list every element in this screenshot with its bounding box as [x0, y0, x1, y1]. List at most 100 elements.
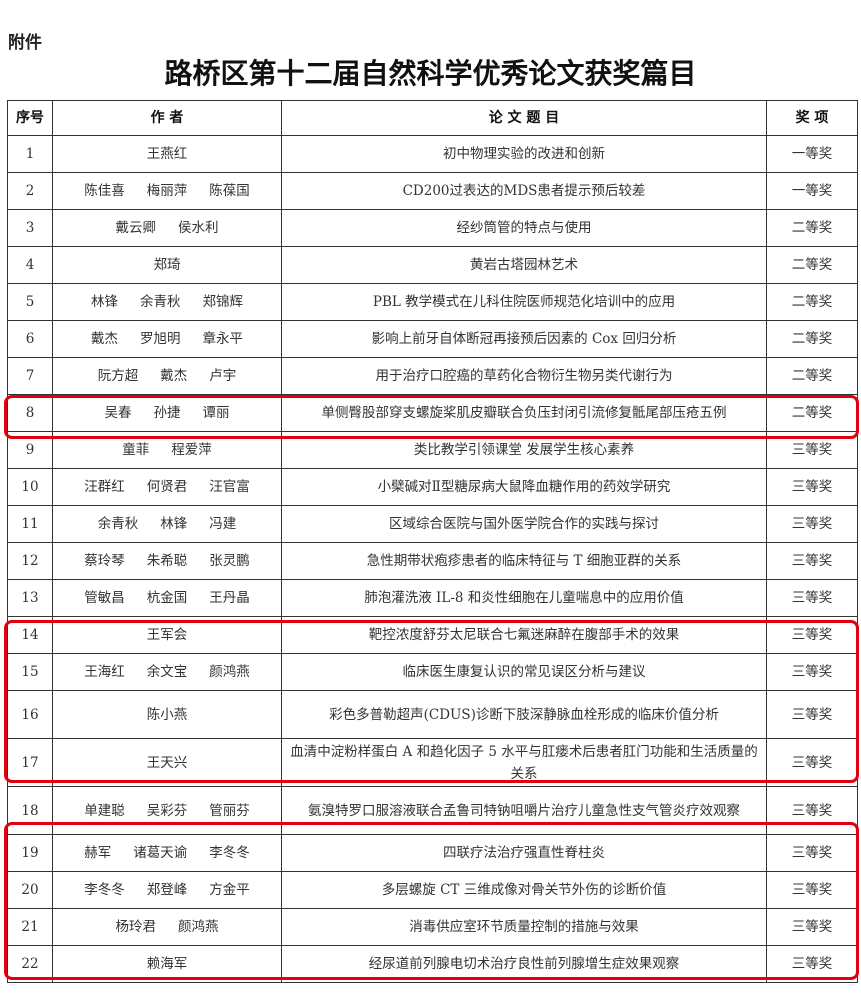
row-award: 三等奖 — [766, 908, 858, 946]
row-authors: 赫军 诸葛天谕 李冬冬 — [52, 834, 282, 872]
author-name: 罗旭明 — [140, 331, 181, 347]
row-number: 1 — [7, 135, 53, 173]
author-name: 梅丽萍 — [146, 183, 188, 199]
author-name: 王燕红 — [146, 146, 188, 162]
row-paper-title: 类比教学引领课堂 发展学生核心素养 — [281, 431, 767, 469]
row-award: 一等奖 — [766, 135, 858, 173]
table-row: 13 管敏昌 杭金国 王丹晶 肺泡灌洗液 IL-8 和炎性细胞在儿童喘息中的应用价值 三等… — [7, 579, 858, 617]
row-authors: 单建聪 吴彩芬 管丽芬 — [52, 786, 282, 835]
row-authors: 戴杰 罗旭明 章永平 — [52, 320, 282, 358]
author-name: 管丽芬 — [209, 802, 250, 819]
header-paper: 论 文 题 目 — [281, 100, 767, 136]
row-number: 15 — [7, 653, 53, 691]
author-name: 戴杰 — [91, 331, 118, 347]
author-name: 诸葛天谕 — [133, 845, 188, 861]
row-paper-title: 区域综合医院与国外医学院合作的实践与探讨 — [281, 505, 767, 543]
row-paper-title: 四联疗法治疗强直性脊柱炎 — [281, 834, 767, 872]
attachment-label: 附件 — [8, 33, 42, 53]
author-name: 孙捷 — [153, 405, 181, 421]
author-name: 汪官富 — [209, 479, 250, 495]
author-name: 王天兴 — [146, 754, 188, 771]
row-award: 三等奖 — [766, 431, 858, 469]
row-paper-title: 肺泡灌洗液 IL-8 和炎性细胞在儿童喘息中的应用价值 — [281, 579, 767, 617]
table-row: 16 陈小燕 彩色多普勒超声(CDUS)诊断下肢深静脉血栓形成的临床价值分析 三等奖 — [7, 690, 858, 739]
row-award: 三等奖 — [766, 945, 858, 983]
row-number: 2 — [7, 172, 53, 210]
row-paper-title: 经尿道前列腺电切术治疗良性前列腺增生症效果观察 — [281, 945, 767, 983]
author-name: 王丹晶 — [209, 590, 250, 606]
author-name: 林锋 — [91, 294, 118, 310]
author-name: 汪群红 — [84, 479, 125, 495]
row-award: 二等奖 — [766, 394, 858, 432]
row-number: 6 — [7, 320, 53, 358]
author-name: 侯水利 — [178, 220, 219, 236]
row-number: 9 — [7, 431, 53, 469]
row-authors: 蔡玲琴 朱希聪 张灵鹏 — [52, 542, 282, 580]
table-row: 11 余青秋 林锋 冯建 区域综合医院与国外医学院合作的实践与探讨 三等奖 — [7, 505, 858, 543]
row-award: 三等奖 — [766, 834, 858, 872]
author-name: 王海红 — [84, 664, 125, 680]
row-number: 19 — [7, 834, 53, 872]
table-row: 9 童菲 程爱萍 类比教学引领课堂 发展学生核心素养 三等奖 — [7, 431, 858, 469]
author-name: 赖海军 — [146, 956, 188, 972]
row-authors: 戴云卿 侯水利 — [52, 209, 282, 247]
row-authors: 吴春 孙捷 谭丽 — [52, 394, 282, 432]
row-paper-title: 多层螺旋 CT 三维成像对骨关节外伤的诊断价值 — [281, 871, 767, 909]
row-number: 20 — [7, 871, 53, 909]
table-row: 3 戴云卿 侯水利 经纱筒管的特点与使用 二等奖 — [7, 209, 858, 247]
header-authors: 作 者 — [52, 100, 282, 136]
table-row: 12 蔡玲琴 朱希聪 张灵鹏 急性期带状疱疹患者的临床特征与 T 细胞亚群的关系 三等奖 — [7, 542, 858, 580]
author-name: 单建聪 — [84, 802, 125, 819]
row-paper-title: 黄岩古塔园林艺术 — [281, 246, 767, 284]
row-authors: 王军会 — [52, 616, 282, 654]
table-header: 序号 作 者 论 文 题 目 奖 项 — [7, 100, 858, 136]
table-row: 1 王燕红 初中物理实验的改进和创新 一等奖 — [7, 135, 858, 173]
table-row: 17 王天兴 血清中淀粉样蛋白 A 和趋化因子 5 水平与肛瘘术后患者肛门功能和生活… — [7, 738, 858, 787]
row-award: 二等奖 — [766, 320, 858, 358]
author-name: 余青秋 — [97, 516, 139, 532]
author-name: 郑登峰 — [146, 882, 188, 898]
author-name: 陈佳喜 — [84, 183, 125, 199]
row-paper-title: 靶控浓度舒芬太尼联合七氟迷麻醉在腹部手术的效果 — [281, 616, 767, 654]
row-award: 三等奖 — [766, 653, 858, 691]
row-award: 二等奖 — [766, 246, 858, 284]
row-paper-title: 彩色多普勒超声(CDUS)诊断下肢深静脉血栓形成的临床价值分析 — [281, 690, 767, 739]
author-name: 阮方超 — [97, 368, 139, 384]
table-row: 14 王军会 靶控浓度舒芬太尼联合七氟迷麻醉在腹部手术的效果 三等奖 — [7, 616, 858, 654]
row-number: 13 — [7, 579, 53, 617]
table-row: 21 杨玲君 颜鸿燕 消毒供应室环节质量控制的措施与效果 三等奖 — [7, 908, 858, 946]
row-paper-title: 经纱筒管的特点与使用 — [281, 209, 767, 247]
row-number: 4 — [7, 246, 53, 284]
row-paper-title: 初中物理实验的改进和创新 — [281, 135, 767, 173]
author-name: 颜鸿燕 — [209, 664, 250, 680]
author-name: 戴云卿 — [115, 220, 157, 236]
row-award: 三等奖 — [766, 871, 858, 909]
row-award: 三等奖 — [766, 505, 858, 543]
row-number: 21 — [7, 908, 53, 946]
author-name: 冯建 — [209, 516, 237, 532]
table-row: 4 郑琦 黄岩古塔园林艺术 二等奖 — [7, 246, 858, 284]
author-name: 郑锦辉 — [202, 294, 244, 310]
table-row: 8 吴春 孙捷 谭丽 单侧臀股部穿支螺旋桨肌皮瓣联合负压封闭引流修复骶尾部压疮五例 二等奖 — [7, 394, 858, 432]
table-row: 15 王海红 余文宝 颜鸿燕 临床医生康复认识的常见误区分析与建议 三等奖 — [7, 653, 858, 691]
row-award: 三等奖 — [766, 690, 858, 739]
row-award: 三等奖 — [766, 786, 858, 835]
table-row: 18 单建聪 吴彩芬 管丽芬 氨溴特罗口服溶液联合孟鲁司特钠咀嚼片治疗儿童急性支气管炎疗… — [7, 786, 858, 835]
row-award: 二等奖 — [766, 209, 858, 247]
row-authors: 王海红 余文宝 颜鸿燕 — [52, 653, 282, 691]
row-authors: 余青秋 林锋 冯建 — [52, 505, 282, 543]
row-authors: 陈小燕 — [52, 690, 282, 739]
row-number: 3 — [7, 209, 53, 247]
row-authors: 管敏昌 杭金国 王丹晶 — [52, 579, 282, 617]
row-number: 10 — [7, 468, 53, 506]
author-name: 吴彩芬 — [146, 802, 188, 819]
author-name: 管敏昌 — [84, 590, 125, 606]
table-row: 5 林锋 余青秋 郑锦辉 PBL 教学模式在儿科住院医师规范化培训中的应用 二等奖 — [7, 283, 858, 321]
author-name: 李冬冬 — [84, 882, 125, 898]
author-name: 余文宝 — [146, 664, 188, 680]
row-authors: 童菲 程爱萍 — [52, 431, 282, 469]
table-row: 20 李冬冬 郑登峰 方金平 多层螺旋 CT 三维成像对骨关节外伤的诊断价值 三等奖 — [7, 871, 858, 909]
table-row: 10 汪群红 何贤君 汪官富 小檗碱对Ⅱ型糖尿病大鼠降血糖作用的药效学研究 三等奖 — [7, 468, 858, 506]
row-award: 三等奖 — [766, 542, 858, 580]
row-authors: 林锋 余青秋 郑锦辉 — [52, 283, 282, 321]
